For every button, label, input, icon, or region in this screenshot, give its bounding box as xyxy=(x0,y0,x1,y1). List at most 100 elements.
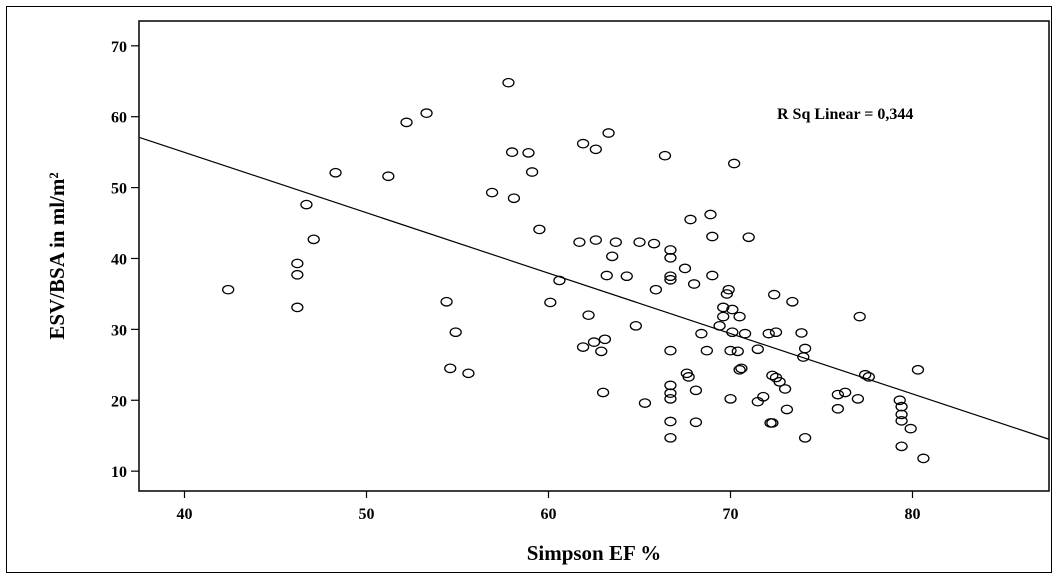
y-tick-label: 50 xyxy=(111,181,127,198)
data-point xyxy=(738,328,752,339)
data-point xyxy=(664,345,677,356)
data-point xyxy=(724,345,737,356)
data-point xyxy=(596,387,610,398)
data-point xyxy=(851,393,865,404)
x-tick-label: 70 xyxy=(723,506,739,523)
data-point xyxy=(664,393,677,404)
figure-frame: 10 20 30 40 50 60 70 40 50 60 70 80 R Sq Linear = … xyxy=(6,6,1052,573)
data-point xyxy=(895,409,908,420)
y-axis-label: ESV/BSA in ml/m² xyxy=(45,172,69,339)
data-point xyxy=(911,364,925,375)
data-point xyxy=(307,234,320,245)
data-point xyxy=(505,147,519,157)
y-tick-label: 30 xyxy=(111,322,127,339)
data-point xyxy=(291,302,304,313)
regression-line xyxy=(138,136,1050,440)
data-point xyxy=(544,297,557,308)
data-point xyxy=(444,363,457,374)
data-point xyxy=(649,284,663,295)
data-point xyxy=(904,423,917,434)
data-point xyxy=(600,270,613,281)
data-point xyxy=(786,296,799,307)
data-point xyxy=(798,432,812,443)
data-point xyxy=(420,108,433,119)
data-point xyxy=(291,258,304,269)
data-point xyxy=(839,387,852,398)
data-point xyxy=(589,144,602,155)
data-point xyxy=(633,237,646,248)
data-point xyxy=(731,346,744,357)
data-point xyxy=(684,214,697,225)
y-tick-label: 10 xyxy=(111,464,127,481)
data-point xyxy=(300,199,313,210)
data-point xyxy=(647,238,661,249)
data-point xyxy=(687,279,701,289)
data-point xyxy=(602,128,615,138)
data-point xyxy=(664,274,677,285)
x-axis: 40 50 60 70 80 xyxy=(177,491,921,523)
data-point xyxy=(769,327,783,338)
data-point xyxy=(522,148,535,158)
x-tick-label: 50 xyxy=(359,506,375,523)
data-point xyxy=(582,310,595,321)
data-point xyxy=(733,311,746,322)
data-point xyxy=(726,304,739,315)
data-point xyxy=(751,344,764,355)
y-tick-label: 70 xyxy=(111,39,127,56)
data-point xyxy=(733,364,746,375)
data-point xyxy=(533,224,546,235)
data-point xyxy=(664,252,677,263)
data-point xyxy=(717,311,730,322)
data-point xyxy=(400,117,413,128)
data-point xyxy=(664,245,677,255)
data-point xyxy=(382,171,395,182)
data-point xyxy=(620,271,633,282)
data-point xyxy=(773,376,786,387)
data-point xyxy=(507,193,521,204)
data-point xyxy=(706,231,719,242)
data-point xyxy=(722,284,735,295)
data-point xyxy=(222,284,235,295)
data-point xyxy=(525,167,539,177)
data-point xyxy=(778,384,792,394)
data-point xyxy=(762,328,775,339)
data-point xyxy=(831,403,845,414)
data-point xyxy=(795,328,808,338)
data-point xyxy=(576,342,590,352)
y-tick-label: 60 xyxy=(111,110,127,127)
data-point xyxy=(629,320,643,331)
data-point xyxy=(664,388,677,399)
data-point xyxy=(735,363,748,374)
data-point xyxy=(682,372,695,382)
data-point xyxy=(798,343,812,354)
data-point xyxy=(862,372,875,382)
data-point xyxy=(678,263,692,274)
data-point xyxy=(720,289,734,299)
data-point xyxy=(664,432,677,443)
data-point xyxy=(700,345,713,356)
data-point xyxy=(638,398,652,408)
data-point xyxy=(917,453,930,464)
data-point xyxy=(726,327,739,338)
data-point xyxy=(766,418,779,428)
data-point xyxy=(598,334,612,345)
data-point xyxy=(704,209,717,220)
data-point xyxy=(895,415,908,426)
data-point xyxy=(553,275,566,286)
data-point xyxy=(587,337,601,347)
x-axis-label: Simpson EF % xyxy=(527,541,662,565)
data-point xyxy=(853,311,866,322)
data-point xyxy=(440,296,453,307)
data-point xyxy=(573,237,586,248)
x-tick-label: 80 xyxy=(905,506,921,523)
data-point xyxy=(780,404,794,415)
data-point xyxy=(689,417,703,428)
data-point xyxy=(595,346,608,357)
data-point xyxy=(689,385,703,396)
plot-area-border xyxy=(138,20,1050,492)
data-point xyxy=(757,391,770,402)
y-tick-label: 20 xyxy=(111,393,127,410)
data-point xyxy=(658,150,672,161)
y-axis: 10 20 30 40 50 60 70 xyxy=(111,39,139,481)
x-tick-label: 40 xyxy=(177,506,193,523)
